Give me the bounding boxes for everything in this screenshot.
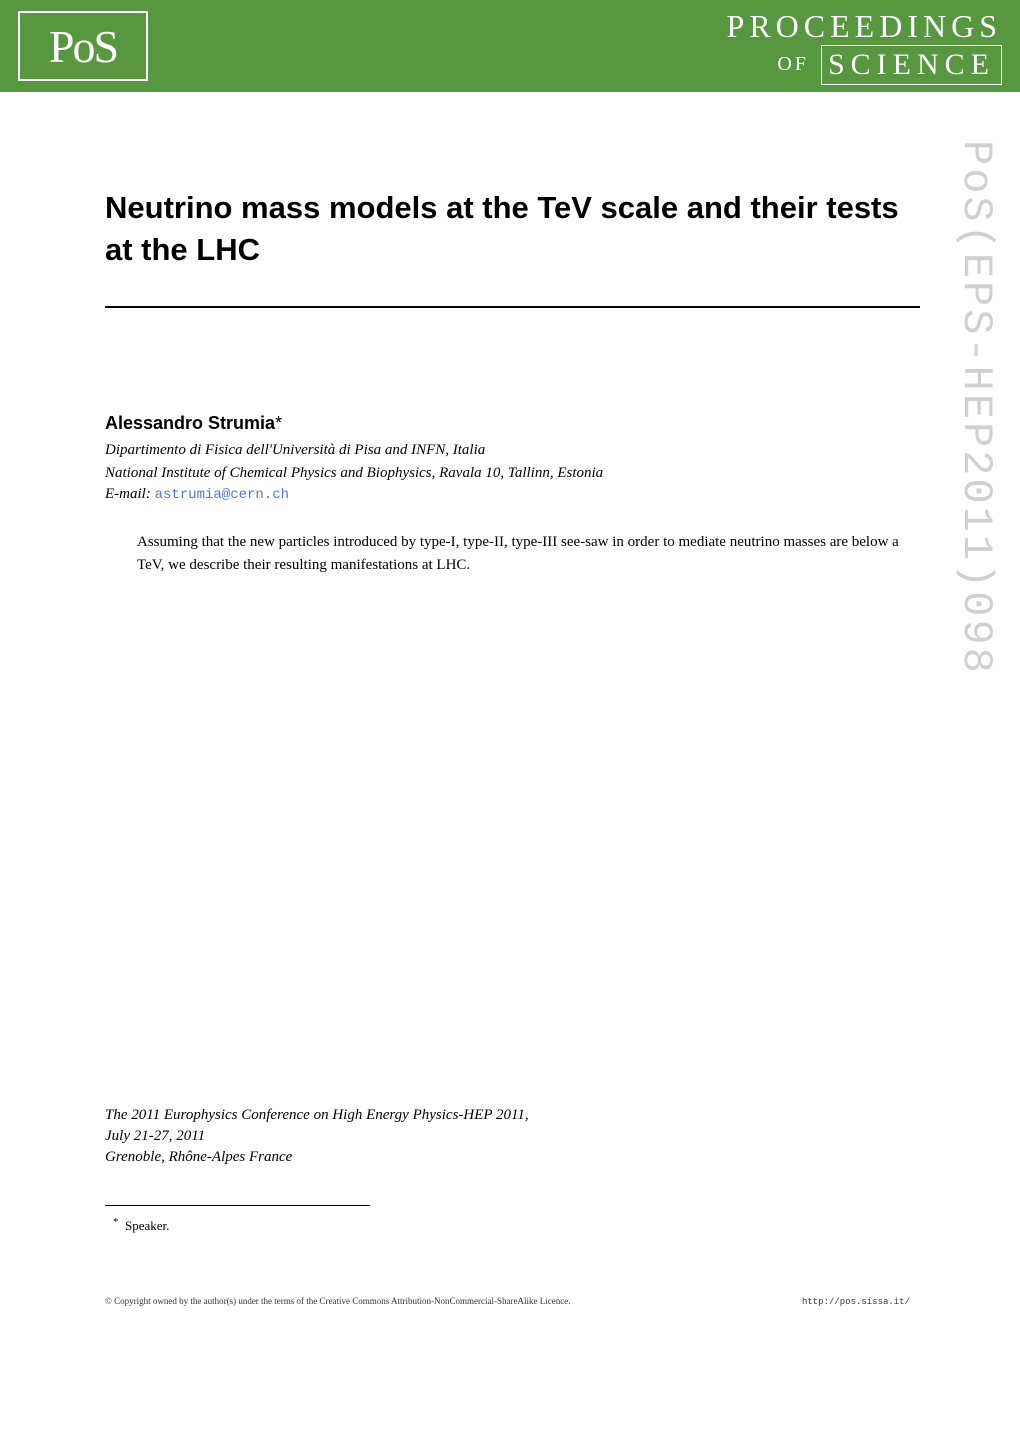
logo-box: PoS <box>18 11 148 81</box>
email-link[interactable]: astrumia@cern.ch <box>155 487 289 503</box>
conference-line-3: Grenoble, Rhône-Alpes France <box>105 1147 529 1168</box>
author-name: Alessandro Strumia* <box>105 413 920 434</box>
footnote-star: * <box>113 1216 119 1228</box>
conference-info: The 2011 Europhysics Conference on High … <box>105 1105 529 1168</box>
affiliation-1: Dipartimento di Fisica dell'Università d… <box>105 440 920 461</box>
header-right: PROCEEDINGS OF SCIENCE <box>727 8 1002 85</box>
email-label: E-mail: <box>105 486 151 502</box>
author-name-text: Alessandro Strumia <box>105 413 275 433</box>
proceedings-label: PROCEEDINGS <box>727 8 1002 45</box>
affiliation-2: National Institute of Chemical Physics a… <box>105 463 920 484</box>
conference-line-2: July 21-27, 2011 <box>105 1126 529 1147</box>
footnote-text: Speaker. <box>125 1218 169 1234</box>
email-line: E-mail: astrumia@cern.ch <box>105 486 920 503</box>
copyright-line: © Copyright owned by the author(s) under… <box>105 1296 910 1307</box>
of-science-label: OF SCIENCE <box>727 45 1002 85</box>
title-rule <box>105 306 920 308</box>
of-text: OF <box>777 53 809 76</box>
conference-line-1: The 2011 Europhysics Conference on High … <box>105 1105 529 1126</box>
header-bar: PoS PROCEEDINGS OF SCIENCE <box>0 0 1020 92</box>
science-text: SCIENCE <box>821 45 1002 85</box>
author-star: * <box>275 413 282 433</box>
footnote-rule <box>105 1205 370 1206</box>
logo-text: PoS <box>49 20 117 73</box>
content-area: Neutrino mass models at the TeV scale an… <box>0 92 1020 577</box>
page-title: Neutrino mass models at the TeV scale an… <box>105 187 920 271</box>
abstract-text: Assuming that the new particles introduc… <box>105 531 920 578</box>
copyright-text: © Copyright owned by the author(s) under… <box>105 1296 570 1306</box>
copyright-url[interactable]: http://pos.sissa.it/ <box>802 1297 910 1307</box>
